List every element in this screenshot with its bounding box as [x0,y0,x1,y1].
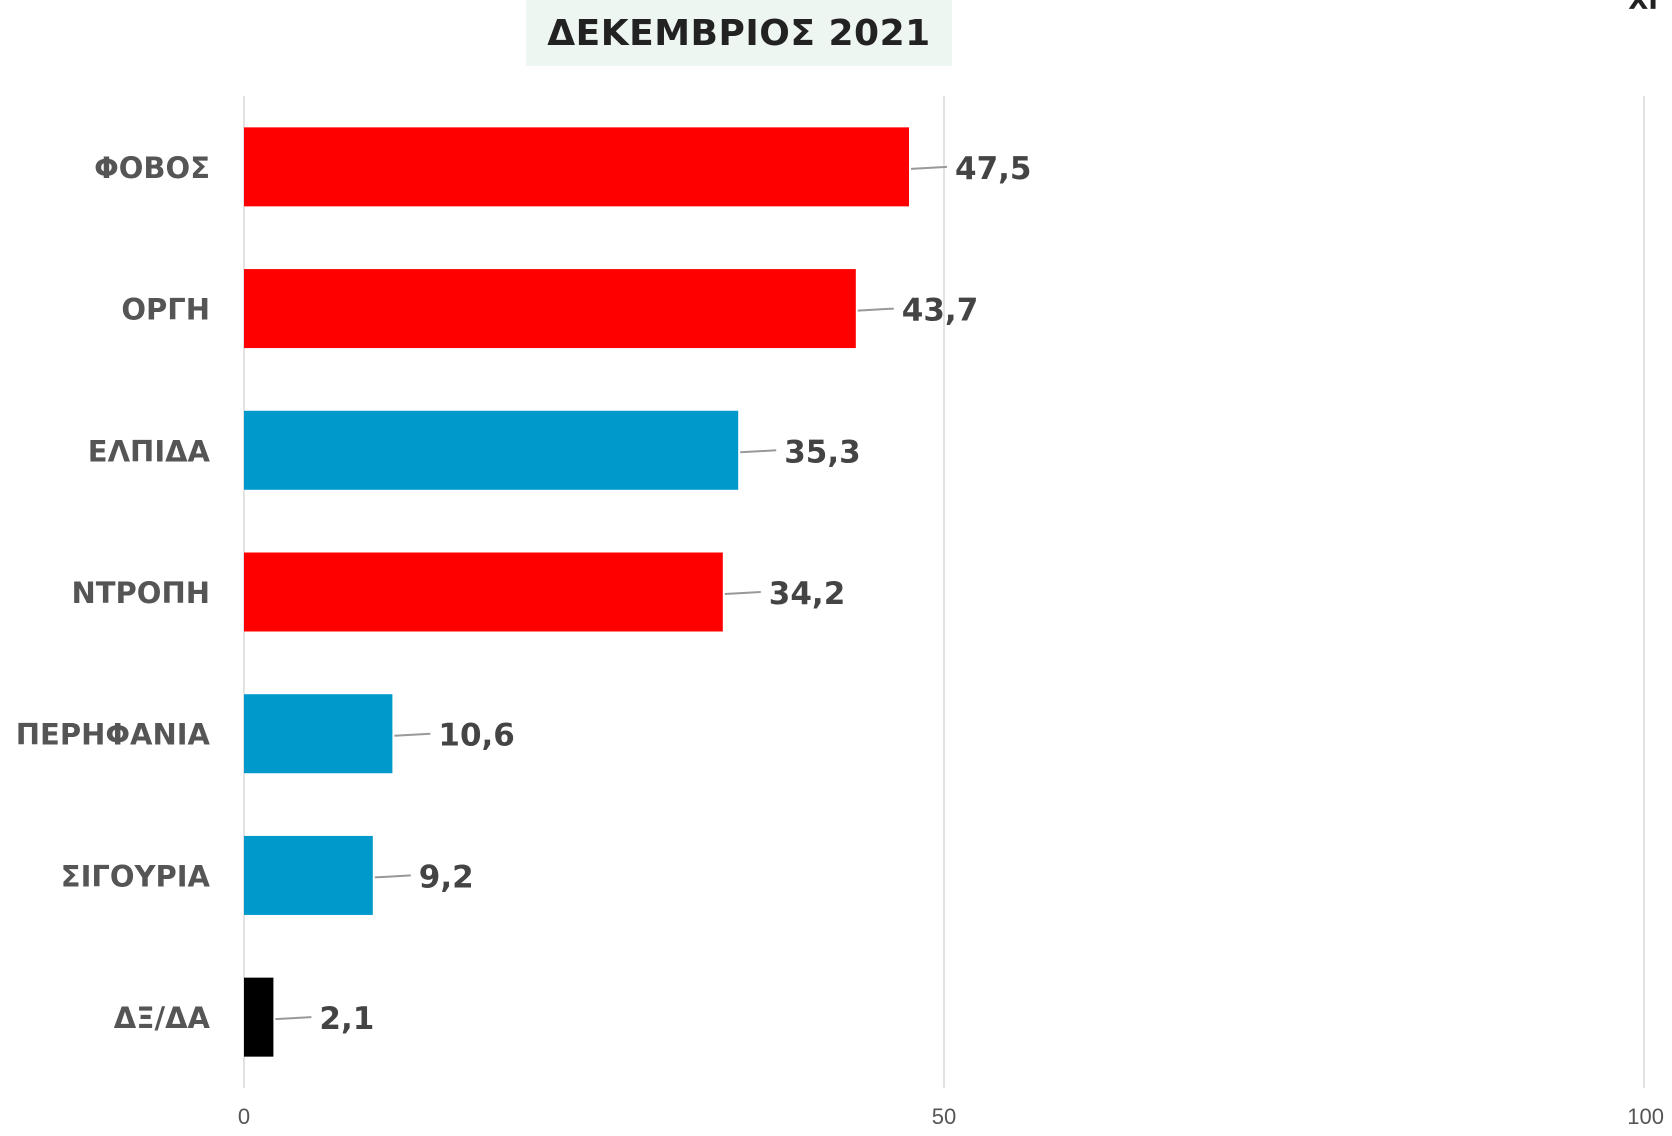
leader-line-3 [724,591,761,595]
bar-0 [244,127,909,207]
value-label-2: 35,3 [784,434,861,470]
leader-line-6 [275,1016,312,1021]
leader-line-1 [857,307,894,312]
value-label-1: 43,7 [902,293,979,329]
chart-title: ΔΕΚΕΜΒΡΙΟΣ 2021 [547,12,931,54]
category-label-2: ΕΛΠΙΔΑ [88,434,211,468]
value-label-3: 34,2 [769,576,846,612]
bar-3 [244,552,723,632]
leader-line-5 [374,874,411,879]
value-label-4: 10,6 [438,718,515,754]
x-tick-label-0: 0 [238,1104,250,1129]
value-label-0: 47,5 [955,151,1032,187]
category-label-1: ΟΡΓΗ [121,293,210,327]
corner-mark: ΧΙ [1628,0,1658,16]
category-label-3: ΝΤΡΟΠΗ [71,576,210,610]
bar-6 [244,977,274,1057]
bar-1 [244,269,856,349]
leader-line-4 [394,732,431,737]
bar-4 [244,694,393,774]
leader-line-0 [910,165,948,170]
category-label-4: ΠΕΡΗΦΑΝΙΑ [16,718,211,752]
value-label-6: 2,1 [319,1001,374,1037]
category-label-5: ΣΙΓΟΥΡΙΑ [61,859,211,893]
chart-title-box: ΔΕΚΕΜΒΡΙΟΣ 2021 [526,0,952,66]
category-label-0: ΦΟΒΟΣ [94,151,210,185]
x-tick-label-2: 100 [1627,1104,1664,1129]
x-tick-label-1: 50 [932,1104,956,1129]
bar-5 [244,835,373,915]
bar-2 [244,410,739,490]
value-label-5: 9,2 [419,859,474,895]
leader-line-2 [740,449,777,454]
category-label-6: ΔΞ/ΔΑ [114,1001,211,1035]
